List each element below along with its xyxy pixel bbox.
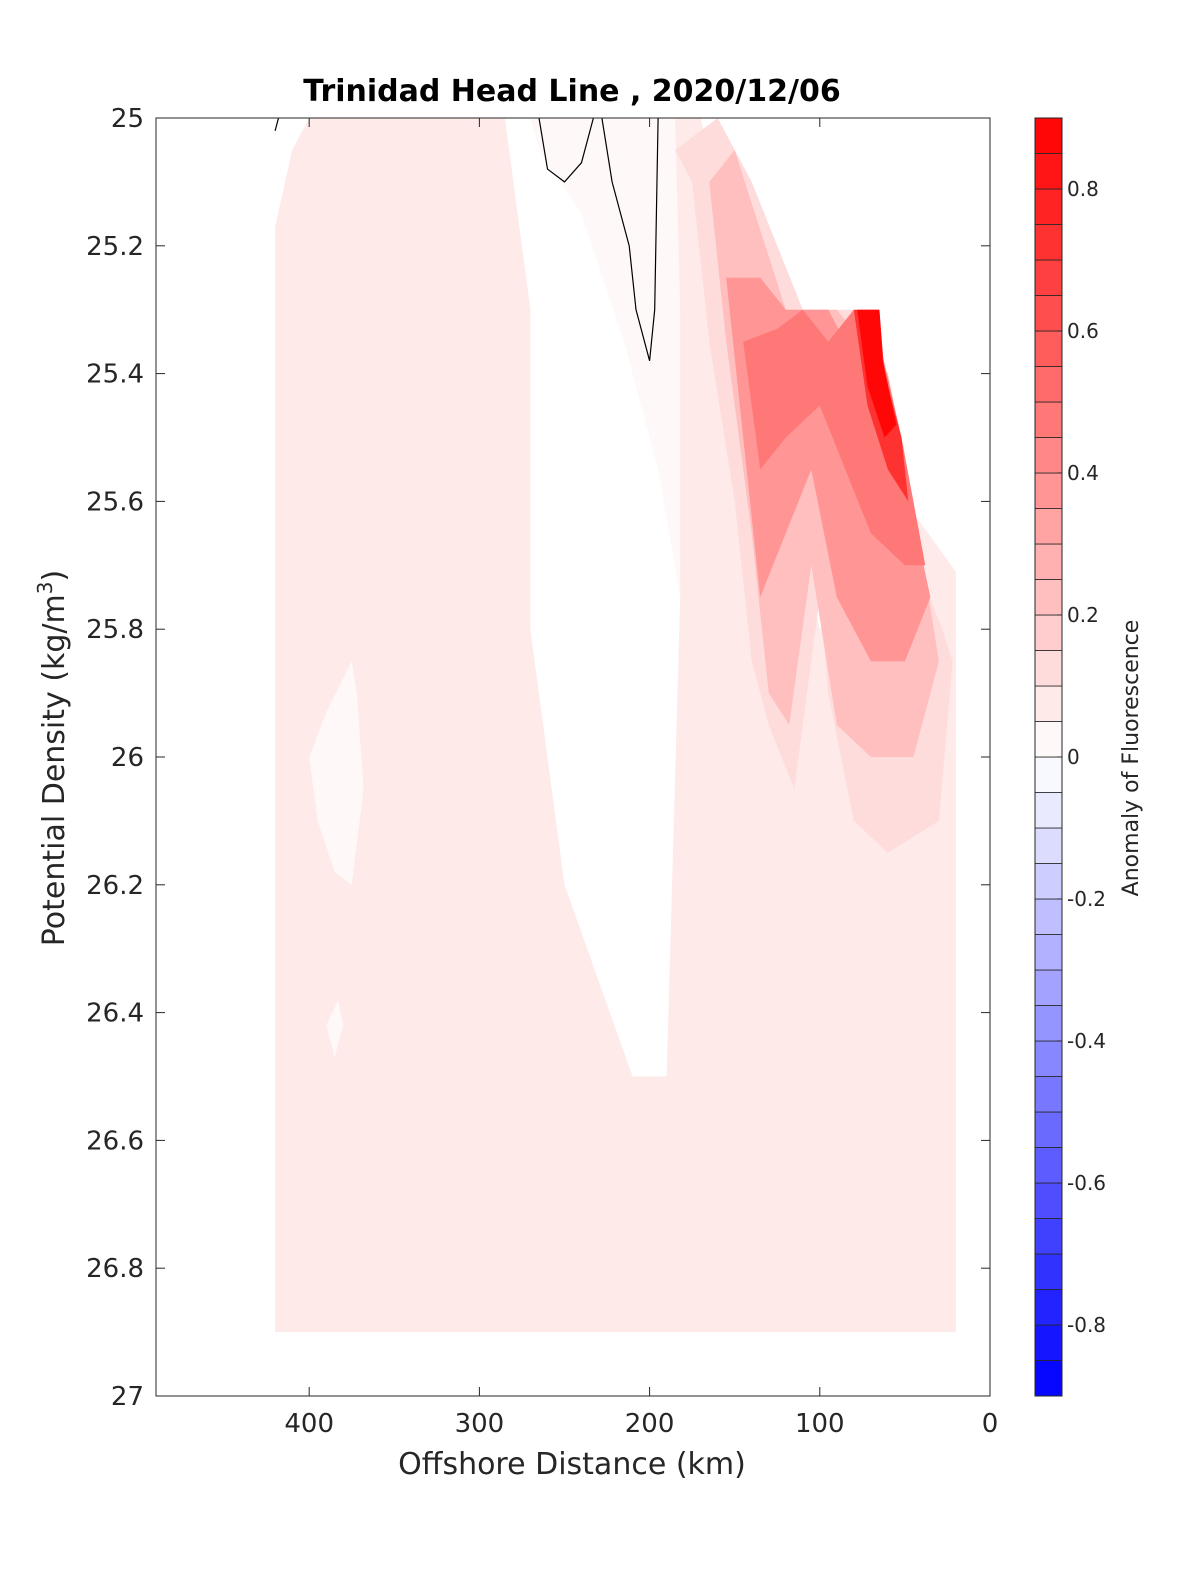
y-tick-label: 26.8: [86, 1254, 144, 1284]
y-axis-title-superscript: 3: [33, 581, 57, 594]
contour-line-1: [538, 118, 594, 183]
colorbar-tick-label: -0.8: [1067, 1313, 1106, 1337]
x-axis-title: Offshore Distance (km): [398, 1447, 746, 1482]
colorbar-segment: [1034, 1360, 1063, 1397]
y-tick-label: 25: [111, 104, 144, 134]
contour-region-patch-left-a: [309, 661, 364, 885]
colorbar-segment: [1034, 259, 1063, 296]
y-axis-title: Potential Density (kg/m3): [33, 570, 72, 946]
colorbar-segment: [1034, 792, 1063, 829]
colorbar-segment: [1034, 1005, 1063, 1042]
contour-fills: [274, 118, 957, 1333]
colorbar-segment: [1034, 1289, 1063, 1326]
colorbar-segment: [1034, 437, 1063, 474]
x-tick-label: 200: [625, 1409, 675, 1439]
x-tick-label: 300: [455, 1409, 505, 1439]
y-axis-title-text: Potential Density (kg/m: [37, 594, 72, 946]
contour-line-0: [274, 118, 280, 131]
colorbar-segment: [1034, 1076, 1063, 1113]
y-tick-label: 26: [111, 743, 144, 773]
colorbar-segment: [1034, 543, 1063, 580]
y-tick-label: 26.4: [86, 999, 144, 1029]
colorbar-segment: [1034, 1182, 1063, 1219]
colorbar-segment: [1034, 614, 1063, 651]
colorbar-segment: [1034, 685, 1063, 722]
colorbar-segment: [1034, 579, 1063, 616]
contour-region-patch-left-b: [326, 999, 344, 1058]
colorbar-tick-label: 0.8: [1067, 177, 1099, 201]
colorbar-segment: [1034, 721, 1063, 758]
contour-region-anomaly-0.85: [857, 309, 897, 438]
colorbar-segment: [1034, 366, 1063, 403]
y-axis-title-close: ): [37, 570, 72, 582]
colorbar-tick-label: 0.4: [1067, 461, 1099, 485]
y-tick-label: 26.2: [86, 871, 144, 901]
colorbar-segment: [1034, 188, 1063, 225]
colorbar-segment: [1034, 1218, 1063, 1255]
colorbar-tick-label: 0.2: [1067, 603, 1099, 627]
colorbar-segment: [1034, 153, 1063, 190]
x-axis: 400 300 200 100 0: [284, 118, 998, 1439]
y-axis: 25 25.2 25.4 25.6 25.8 26 26.2 26.4 26.6 26.8 27: [86, 104, 990, 1412]
chart-title: Trinidad Head Line , 2020/12/06: [303, 74, 840, 109]
colorbar-segment: [1034, 934, 1063, 971]
colorbar-segment: [1034, 1111, 1063, 1148]
colorbar-title: Anomaly of Fluorescence: [1119, 620, 1144, 897]
x-tick-label: 400: [284, 1409, 334, 1439]
contour-region-background-anomaly: [275, 118, 957, 1333]
colorbar-tick-label: -0.2: [1067, 887, 1106, 911]
colorbar-segment: [1034, 330, 1063, 367]
colorbar-segment: [1034, 969, 1063, 1006]
colorbar-tick-label: -0.4: [1067, 1029, 1106, 1053]
colorbar-tick-label: 0: [1067, 745, 1080, 769]
colorbar: 0.8 0.6 0.4 0.2 0 -0.2 -0.4 -0.6 -0.8: [1034, 117, 1106, 1397]
colorbar-segment: [1034, 472, 1063, 509]
y-tick-label: 26.6: [86, 1126, 144, 1156]
colorbar-segment: [1034, 508, 1063, 545]
colorbar-segment: [1034, 295, 1063, 332]
colorbar-segment: [1034, 1147, 1063, 1184]
x-tick-label: 0: [982, 1409, 999, 1439]
y-tick-label: 25.4: [86, 360, 144, 390]
colorbar-tick-label: 0.6: [1067, 319, 1099, 343]
colorbar-segment: [1034, 401, 1063, 438]
colorbar-segment: [1034, 1253, 1063, 1290]
colorbar-segment: [1034, 117, 1063, 154]
colorbar-segment: [1034, 1324, 1063, 1361]
colorbar-tick-label: -0.6: [1067, 1171, 1106, 1195]
colorbar-segment: [1034, 650, 1063, 687]
colorbar-segment: [1034, 756, 1063, 793]
colorbar-segment: [1034, 1040, 1063, 1077]
contour-line-2: [601, 118, 659, 361]
colorbar-segment: [1034, 898, 1063, 935]
contour-region-near-zero-area-top: [530, 118, 681, 598]
colorbar-segment: [1034, 863, 1063, 900]
y-tick-label: 25.8: [86, 615, 144, 645]
colorbar-segment: [1034, 827, 1063, 864]
plot-area: [155, 117, 991, 1397]
colorbar-segment: [1034, 224, 1063, 261]
y-tick-label: 25.6: [86, 487, 144, 517]
y-tick-label: 25.2: [86, 232, 144, 262]
x-tick-label: 100: [795, 1409, 845, 1439]
y-tick-label: 27: [111, 1382, 144, 1412]
